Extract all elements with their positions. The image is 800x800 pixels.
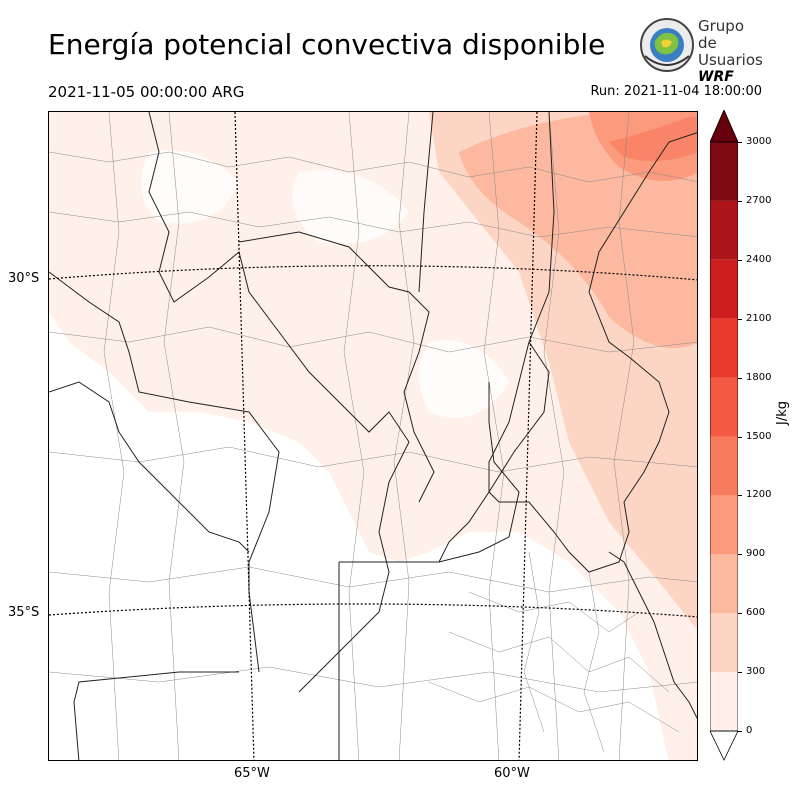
logo-line-3: WRF xyxy=(698,69,734,85)
run-time: Run: 2021-11-04 18:00:00 xyxy=(590,84,762,99)
department-boundaries xyxy=(49,112,697,760)
colorbar-tick-mark xyxy=(738,672,742,674)
colorbar-segment xyxy=(710,495,738,555)
colorbar-tick-label: 300 xyxy=(746,666,766,678)
colorbar-tick-label: 2400 xyxy=(746,253,772,265)
colorbar-tick-mark xyxy=(738,731,742,732)
logo-line-2: Usuarios xyxy=(698,51,763,69)
wrf-logo: Grupo de Usuarios WRF xyxy=(638,16,763,85)
colorbar-segment xyxy=(710,200,738,260)
colorbar-tick-mark xyxy=(738,259,742,261)
colorbar-extend-bottom xyxy=(710,730,738,761)
cape-map xyxy=(49,112,697,760)
colorbar xyxy=(710,110,738,761)
colorbar-tick-label: 1800 xyxy=(746,371,772,383)
colorbar-segment xyxy=(710,554,738,614)
lat-label-35s: 35°S xyxy=(8,605,40,620)
colorbar-label: J/kg xyxy=(775,401,790,425)
colorbar-tick-label: 900 xyxy=(746,548,766,560)
graticule xyxy=(49,112,697,760)
colorbar-tick-label: 600 xyxy=(746,607,766,619)
colorbar-segment xyxy=(710,259,738,319)
colorbar-tick-mark xyxy=(738,495,742,497)
valid-time: 2021-11-05 00:00:00 ARG xyxy=(48,83,245,101)
colorbar-tick-mark xyxy=(738,142,742,143)
colorbar-tick-label: 2700 xyxy=(746,194,772,206)
colorbar-tick-mark xyxy=(738,613,742,615)
colorbar-tick-mark xyxy=(738,318,742,320)
logo-line-1: Grupo de xyxy=(698,17,744,52)
colorbar-tick-label: 1500 xyxy=(746,430,772,442)
colorbar-segment xyxy=(710,377,738,437)
colorbar-tick-mark xyxy=(738,200,742,202)
colorbar-segment xyxy=(710,672,738,731)
lon-label-60w: 60°W xyxy=(494,766,530,781)
cape-shading xyxy=(49,112,697,760)
colorbar-tick-mark xyxy=(738,554,742,556)
province-boundaries xyxy=(49,112,697,760)
colorbar-tick-mark xyxy=(738,377,742,379)
globe-icon xyxy=(640,18,694,72)
map-panel xyxy=(48,111,698,761)
colorbar-extend-top xyxy=(710,110,738,143)
colorbar-segment xyxy=(710,318,738,378)
lat-label-30s: 30°S xyxy=(8,271,40,286)
colorbar-segment xyxy=(710,436,738,496)
colorbar-tick-label: 1200 xyxy=(746,489,772,501)
colorbar-tick-label: 2100 xyxy=(746,312,772,324)
page-title: Energía potencial convectiva disponible xyxy=(48,28,606,61)
colorbar-tick-label: 0 xyxy=(746,725,753,736)
colorbar-tick-label: 3000 xyxy=(746,136,772,147)
lon-label-65w: 65°W xyxy=(234,766,270,781)
colorbar-segment xyxy=(710,613,738,673)
colorbar-tick-mark xyxy=(738,436,742,438)
colorbar-segment xyxy=(710,142,738,201)
